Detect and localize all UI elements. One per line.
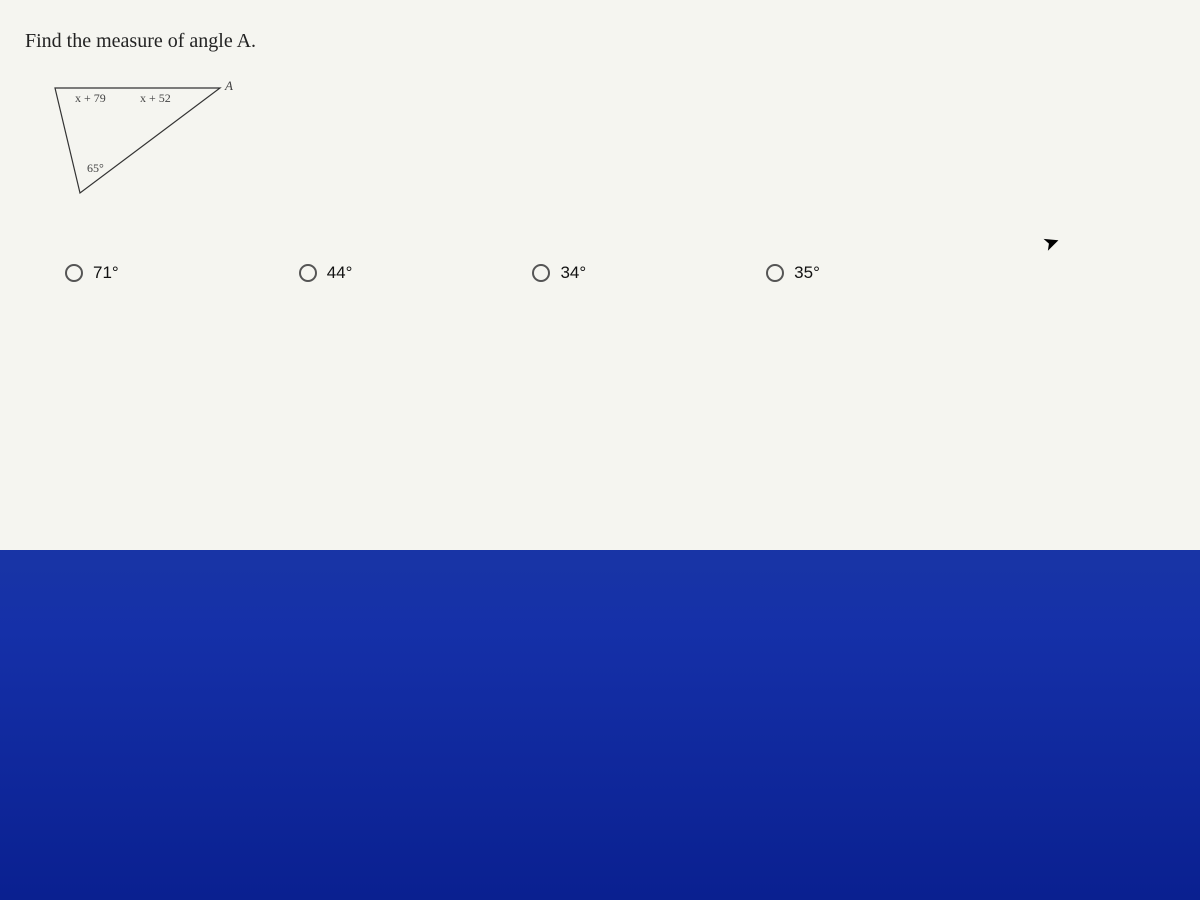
radio-icon: [299, 264, 317, 282]
vertex-a-label: A: [225, 78, 233, 94]
cursor-icon: ➤: [1039, 228, 1063, 257]
angle-label-bottom: 65°: [87, 161, 104, 176]
option-35[interactable]: 35°: [766, 263, 820, 283]
radio-icon: [65, 264, 83, 282]
option-34[interactable]: 34°: [532, 263, 586, 283]
answer-options-row: 71° 44° 34° 35°: [65, 263, 1175, 283]
option-label: 71°: [93, 263, 119, 283]
option-label: 35°: [794, 263, 820, 283]
radio-icon: [532, 264, 550, 282]
radio-icon: [766, 264, 784, 282]
option-label: 34°: [560, 263, 586, 283]
option-71[interactable]: 71°: [65, 263, 119, 283]
angle-label-top-left: x + 79: [75, 91, 106, 106]
angle-label-top-right: x + 52: [140, 91, 171, 106]
question-card: Find the measure of angle A. x + 79 x + …: [0, 0, 1200, 550]
option-label: 44°: [327, 263, 353, 283]
triangle-diagram: x + 79 x + 52 A 65°: [45, 83, 245, 213]
question-prompt: Find the measure of angle A.: [25, 30, 1175, 53]
option-44[interactable]: 44°: [299, 263, 353, 283]
